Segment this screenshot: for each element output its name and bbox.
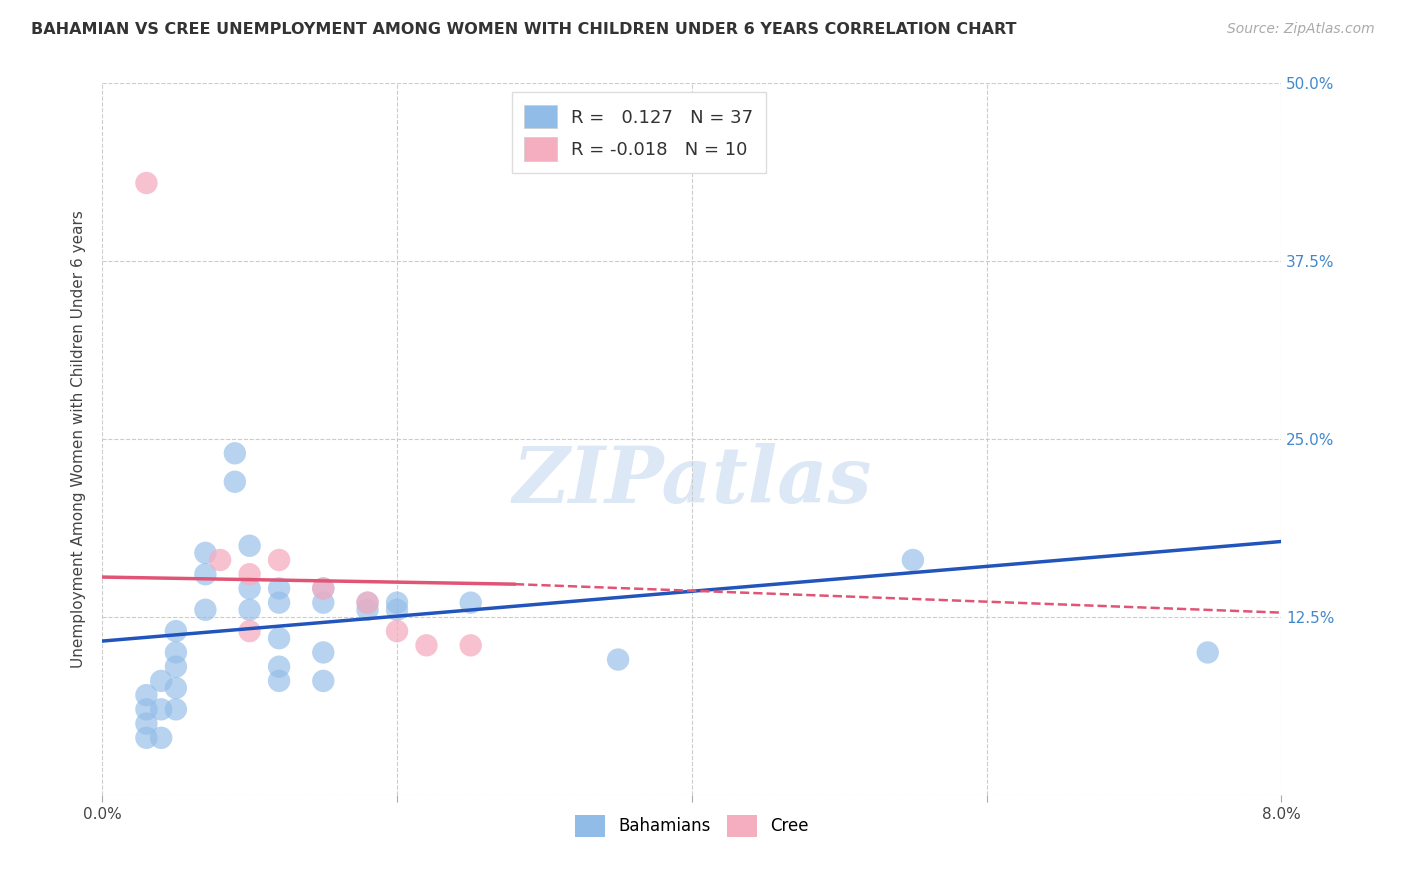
Point bbox=[356, 603, 378, 617]
Point bbox=[607, 652, 630, 666]
Point bbox=[150, 702, 173, 716]
Point bbox=[312, 645, 335, 659]
Point bbox=[901, 553, 924, 567]
Point bbox=[312, 582, 335, 596]
Legend: Bahamians, Cree: Bahamians, Cree bbox=[568, 808, 815, 843]
Point bbox=[385, 624, 408, 639]
Point bbox=[356, 596, 378, 610]
Point bbox=[385, 603, 408, 617]
Point bbox=[312, 673, 335, 688]
Point bbox=[150, 673, 173, 688]
Point bbox=[135, 716, 157, 731]
Point bbox=[194, 603, 217, 617]
Point bbox=[267, 659, 290, 673]
Point bbox=[356, 596, 378, 610]
Point bbox=[135, 702, 157, 716]
Point bbox=[460, 596, 482, 610]
Point bbox=[239, 582, 262, 596]
Point bbox=[267, 582, 290, 596]
Point bbox=[239, 603, 262, 617]
Point bbox=[224, 475, 246, 489]
Point bbox=[224, 446, 246, 460]
Point bbox=[267, 596, 290, 610]
Point bbox=[194, 567, 217, 582]
Point bbox=[135, 176, 157, 190]
Point bbox=[267, 673, 290, 688]
Point bbox=[385, 596, 408, 610]
Y-axis label: Unemployment Among Women with Children Under 6 years: Unemployment Among Women with Children U… bbox=[72, 211, 86, 668]
Point bbox=[415, 638, 437, 652]
Text: Source: ZipAtlas.com: Source: ZipAtlas.com bbox=[1227, 22, 1375, 37]
Point bbox=[312, 596, 335, 610]
Point bbox=[239, 624, 262, 639]
Point bbox=[460, 638, 482, 652]
Point bbox=[165, 645, 187, 659]
Point bbox=[135, 688, 157, 702]
Point bbox=[239, 567, 262, 582]
Point bbox=[165, 624, 187, 639]
Text: ZIPatlas: ZIPatlas bbox=[512, 443, 872, 520]
Point bbox=[150, 731, 173, 745]
Point bbox=[209, 553, 232, 567]
Point bbox=[267, 553, 290, 567]
Point bbox=[135, 731, 157, 745]
Point bbox=[239, 539, 262, 553]
Point bbox=[165, 702, 187, 716]
Point bbox=[194, 546, 217, 560]
Point bbox=[1197, 645, 1219, 659]
Point bbox=[165, 681, 187, 695]
Point bbox=[267, 632, 290, 646]
Point bbox=[165, 659, 187, 673]
Point bbox=[312, 582, 335, 596]
Text: BAHAMIAN VS CREE UNEMPLOYMENT AMONG WOMEN WITH CHILDREN UNDER 6 YEARS CORRELATIO: BAHAMIAN VS CREE UNEMPLOYMENT AMONG WOME… bbox=[31, 22, 1017, 37]
